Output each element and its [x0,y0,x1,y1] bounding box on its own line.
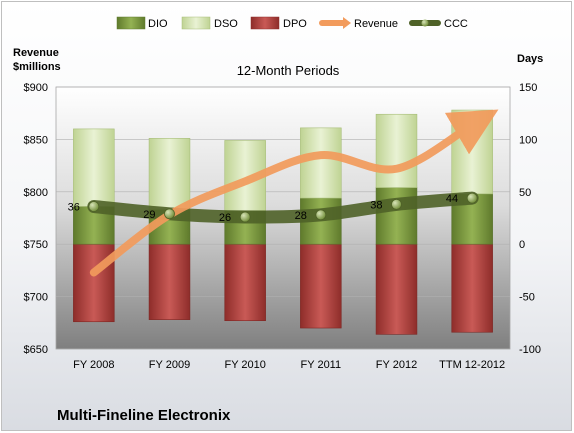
data-label-ccc: 44 [446,193,458,205]
bar-dso [73,128,115,207]
y-left-tick-label: $650 [24,344,48,356]
legend-item-ccc[interactable]: CCC [409,18,468,30]
y-left-tick-label: $800 [24,187,48,199]
marker-ccc [466,192,478,204]
marker-ccc [239,211,251,223]
legend: DIO DSO DPO Revenue CCC [116,16,468,30]
y-right-ticks: 150 100 50 0 -50 -100 [519,82,541,356]
x-tick-label: FY 2012 [376,359,417,371]
y-right-tick-label: 150 [519,82,537,94]
bar-dso [148,138,191,210]
y-right-tick-label: 0 [519,239,525,251]
legend-label-ccc: CCC [444,18,468,30]
marker-ccc [315,209,327,221]
company-name: Multi-Fineline Electronix [57,407,231,424]
y-right-axis-title: Days [517,53,543,65]
legend-label-dio: DIO [148,18,168,30]
x-tick-label: FY 2010 [224,359,265,371]
bar-dio [375,187,418,245]
legend-swatch-dso [181,16,211,30]
legend-item-revenue[interactable]: Revenue [319,17,398,30]
data-label-ccc: 38 [370,199,382,211]
legend-marker-icon [421,19,429,27]
marker-ccc [164,208,175,220]
data-label-ccc: 26 [219,212,231,224]
y-left-axis-title-line2: $millions [13,61,61,73]
data-label-ccc: 36 [68,201,80,213]
legend-label-dso: DSO [214,18,238,30]
bar-dso [300,127,342,199]
y-left-tick-label: $750 [24,239,48,251]
legend-item-dso[interactable]: DSO [181,16,238,30]
bar-dso [375,113,418,188]
legend-item-dio[interactable]: DIO [116,16,168,30]
bar-dpo [451,243,493,333]
bars [73,109,493,335]
bar-dpo [73,243,115,323]
y-right-tick-label: -100 [519,344,541,356]
y-right-tick-label: 50 [519,187,531,199]
y-right-tick-label: -50 [519,292,535,304]
legend-label-revenue: Revenue [354,18,398,30]
x-tick-label: FY 2008 [73,359,114,371]
y-left-tick-label: $850 [24,134,48,146]
lines: 36 29 26 28 38 44 [68,109,499,277]
marker-ccc [88,201,100,212]
y-left-ticks: $900 $850 $800 $750 $700 $650 [24,82,48,356]
line-ccc [87,191,479,224]
y-left-tick-label: $700 [24,292,48,304]
x-tick-label: FY 2009 [149,359,190,371]
legend-item-dpo[interactable]: DPO [250,16,307,30]
bar-dpo [148,243,191,320]
bar-dpo [224,243,266,322]
x-axis-ticks: FY 2008 FY 2009 FY 2010 FY 2011 FY 2012 TTM 1… [73,359,505,371]
x-tick-label: FY 2011 [301,359,342,371]
legend-swatch-dio [116,16,146,30]
bar-dpo [375,243,418,335]
x-tick-label: TTM 12-2012 [439,359,505,371]
legend-arrow-icon [343,17,351,29]
line-revenue [89,109,499,277]
y-left-tick-label: $900 [24,82,48,94]
y-left-axis-title-line1: Revenue [13,47,59,59]
legend-label-dpo: DPO [283,18,307,30]
chart-subtitle: 12-Month Periods [237,63,340,78]
data-label-ccc: 28 [295,210,307,222]
y-right-tick-label: 100 [519,134,537,146]
marker-ccc [391,198,402,210]
legend-swatch-dpo [250,16,280,30]
bar-dpo [300,243,342,329]
data-label-ccc: 29 [143,209,155,221]
